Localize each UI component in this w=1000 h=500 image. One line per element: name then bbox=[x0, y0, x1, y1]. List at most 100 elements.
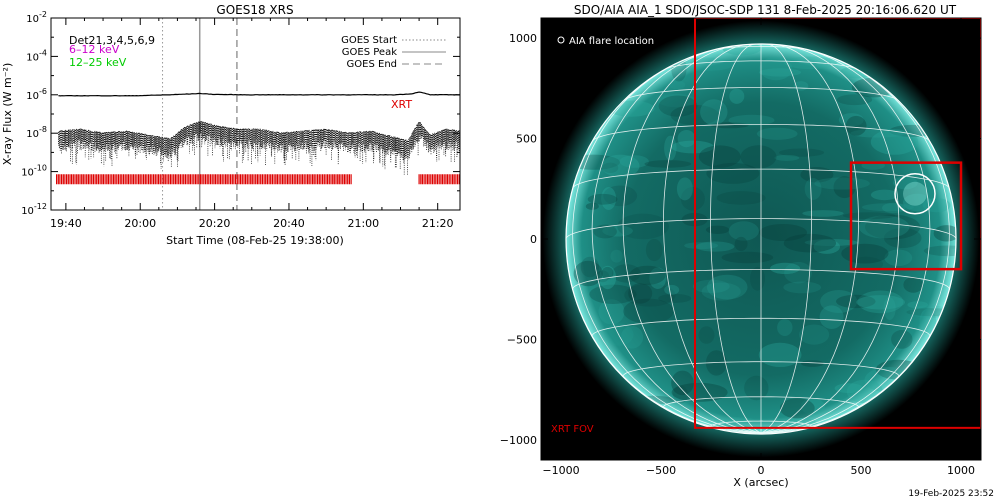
dark-region bbox=[587, 193, 618, 205]
longitude-line bbox=[760, 44, 859, 434]
bright-region bbox=[804, 239, 858, 246]
goes-series-flux bbox=[58, 91, 460, 97]
xrt-label: XRT bbox=[391, 98, 412, 111]
longitude-line bbox=[710, 44, 762, 434]
dark-region bbox=[671, 370, 694, 396]
dark-region bbox=[734, 236, 748, 252]
aia-title: SDO/AIA AIA_1 SDO/JSOC-SDP 131 8-Feb-202… bbox=[574, 3, 957, 17]
dark-region bbox=[705, 225, 730, 234]
dark-region bbox=[933, 225, 956, 242]
flare-brightening bbox=[903, 181, 927, 206]
dark-region bbox=[617, 213, 669, 240]
x-tick-label: 20:20 bbox=[199, 217, 231, 230]
bright-region bbox=[758, 342, 802, 367]
x-tick-label: 500 bbox=[851, 464, 872, 477]
bright-region bbox=[777, 319, 793, 336]
dark-region bbox=[624, 283, 676, 307]
aia-xlabel: X (arcsec) bbox=[733, 476, 788, 489]
bright-region bbox=[834, 383, 864, 394]
bright-region bbox=[701, 282, 741, 301]
dark-region bbox=[573, 260, 603, 287]
dark-region bbox=[841, 243, 889, 264]
bright-region bbox=[907, 301, 928, 309]
y-tick-label: 10-12 bbox=[21, 202, 47, 217]
dark-region bbox=[710, 122, 749, 129]
dark-region bbox=[658, 95, 698, 117]
dark-region bbox=[783, 233, 837, 253]
xrt-exposure-band-1 bbox=[56, 174, 352, 185]
dark-region bbox=[611, 264, 641, 283]
dark-region bbox=[629, 265, 666, 285]
bright-region bbox=[671, 140, 715, 154]
legend-goes-start: GOES Start bbox=[341, 35, 397, 46]
goes-series-6-12kev bbox=[58, 121, 460, 176]
bright-region bbox=[759, 56, 793, 81]
goes-event-legend: GOES Start GOES Peak GOES End bbox=[341, 35, 446, 70]
bright-region bbox=[700, 99, 728, 125]
bright-region bbox=[804, 178, 822, 200]
dark-region bbox=[740, 145, 777, 169]
bright-region bbox=[695, 241, 735, 252]
dark-region bbox=[698, 326, 715, 344]
dark-region bbox=[843, 212, 896, 220]
bright-region bbox=[943, 234, 956, 249]
longitude-line bbox=[760, 44, 812, 434]
x-tick-label: 21:00 bbox=[347, 217, 379, 230]
longitude-line bbox=[572, 52, 762, 434]
solar-limb bbox=[565, 43, 957, 435]
dark-region bbox=[585, 202, 599, 210]
dark-region bbox=[903, 276, 924, 293]
y-tick-exponent: -8 bbox=[39, 125, 47, 134]
dark-region bbox=[883, 228, 922, 248]
bright-region bbox=[770, 262, 801, 274]
dark-region bbox=[658, 293, 692, 303]
heliographic-grid bbox=[566, 44, 956, 434]
dark-region bbox=[865, 214, 921, 240]
dark-region bbox=[698, 145, 741, 168]
dark-region bbox=[705, 350, 727, 376]
bright-region bbox=[664, 284, 680, 295]
dark-region bbox=[837, 94, 873, 106]
x-tick-label: −500 bbox=[646, 464, 676, 477]
y-tick-exponent: -6 bbox=[39, 87, 47, 96]
bright-region bbox=[856, 295, 905, 310]
dark-region bbox=[680, 187, 705, 211]
y-tick-label: −1000 bbox=[500, 434, 537, 447]
y-tick-label: 10-6 bbox=[26, 87, 47, 102]
dark-region bbox=[602, 162, 619, 173]
bright-region bbox=[903, 193, 932, 212]
dark-region bbox=[628, 283, 653, 304]
bright-region bbox=[922, 198, 951, 213]
goes-data-layer bbox=[56, 18, 460, 210]
y-tick-label: −500 bbox=[507, 333, 537, 346]
aia-axes: −1000 −500 0 500 1000 −1000 −500 0 500 1000 bbox=[500, 18, 981, 477]
dark-region bbox=[891, 330, 913, 349]
bright-region bbox=[728, 114, 775, 126]
bright-region bbox=[802, 210, 844, 217]
bright-region bbox=[684, 242, 718, 250]
bright-region bbox=[819, 305, 844, 330]
bright-region bbox=[857, 290, 904, 314]
goes-plot-area bbox=[56, 18, 460, 210]
bright-region bbox=[729, 88, 745, 104]
goes-ylabel: X-ray Flux (W m⁻²) bbox=[1, 63, 14, 165]
y-tick-label: 1000 bbox=[509, 32, 537, 45]
bright-region bbox=[601, 154, 640, 178]
dark-region bbox=[623, 298, 674, 324]
x-tick-label: 19:40 bbox=[50, 217, 82, 230]
y-tick-label: 10-2 bbox=[26, 10, 47, 25]
bright-region bbox=[728, 221, 759, 241]
dark-region bbox=[750, 266, 765, 291]
bright-region bbox=[858, 215, 910, 239]
bright-region bbox=[669, 80, 686, 90]
bright-region bbox=[756, 127, 798, 140]
bright-region bbox=[774, 154, 800, 161]
bright-region bbox=[602, 225, 633, 237]
bright-region bbox=[799, 324, 830, 345]
longitude-line bbox=[760, 52, 950, 434]
dark-region bbox=[779, 148, 825, 157]
bright-region bbox=[883, 297, 896, 320]
y-tick-label: 0 bbox=[530, 233, 537, 246]
dark-region bbox=[759, 224, 807, 241]
bright-region bbox=[783, 281, 822, 294]
